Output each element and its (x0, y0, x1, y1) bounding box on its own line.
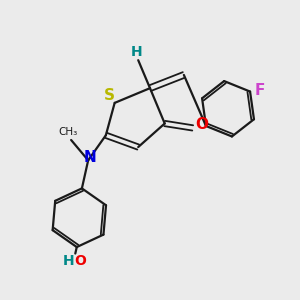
Text: H: H (131, 45, 142, 59)
Text: S: S (104, 88, 115, 103)
Text: CH₃: CH₃ (58, 127, 78, 137)
Text: H: H (63, 254, 75, 268)
Text: N: N (83, 150, 96, 165)
Text: O: O (75, 254, 86, 268)
Text: F: F (255, 82, 265, 98)
Text: O: O (195, 118, 208, 133)
